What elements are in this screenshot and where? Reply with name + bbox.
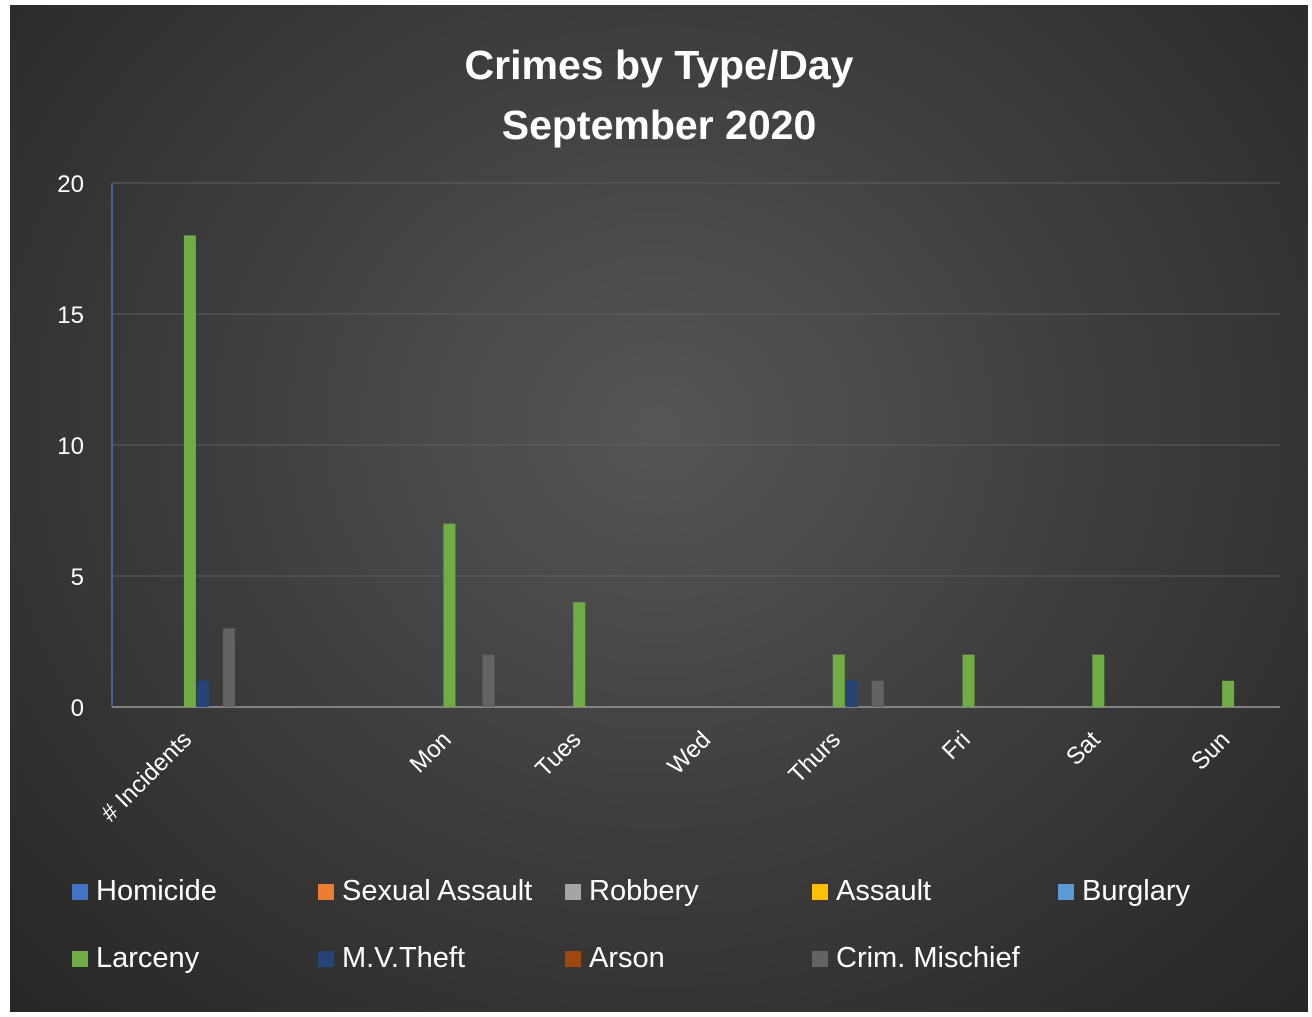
bar-larceny-2 bbox=[443, 523, 456, 707]
bar-m-v-theft-5 bbox=[845, 680, 858, 707]
x-tick-label-8: Sun bbox=[1186, 726, 1235, 775]
bar-crim-mischief-5 bbox=[871, 680, 884, 707]
x-tick-label-7: Sat bbox=[1061, 726, 1106, 771]
bar-larceny-0 bbox=[183, 235, 196, 707]
plot-svg: 0 5 10 15 20 # Incidents Mon Tues Wed Thurs Fri Sat… bbox=[57, 171, 1280, 827]
chart-title: Crimes by Type/Day September 2020 bbox=[10, 35, 1308, 155]
bar-m-v-theft-0 bbox=[196, 680, 209, 707]
bar-larceny-5 bbox=[832, 654, 845, 707]
chart-title-line-2: September 2020 bbox=[501, 102, 817, 148]
x-tick-label-5: Thurs bbox=[784, 726, 846, 788]
chart-title-line-1: Crimes by Type/Day bbox=[464, 42, 854, 88]
y-tick-label-3: 15 bbox=[57, 302, 84, 329]
bar-larceny-3 bbox=[573, 602, 586, 707]
x-tick-label-6: Fri bbox=[937, 726, 976, 765]
bar-larceny-6 bbox=[962, 654, 975, 707]
y-tick-label-2: 10 bbox=[57, 433, 84, 460]
bar-larceny-7 bbox=[1092, 654, 1105, 707]
chart-area: Crimes by Type/Day September 2020 0 5 10 15… bbox=[10, 5, 1308, 1012]
y-tick-label-1: 5 bbox=[71, 564, 84, 591]
x-tick-label-2: Mon bbox=[405, 726, 457, 778]
bar-crim-mischief-0 bbox=[222, 628, 235, 707]
bar-larceny-8 bbox=[1222, 680, 1235, 707]
bar-crim-mischief-2 bbox=[482, 654, 495, 707]
x-tick-label-4: Wed bbox=[663, 726, 717, 780]
y-tick-label-0: 0 bbox=[71, 695, 84, 722]
x-tick-label-3: Tues bbox=[530, 726, 586, 782]
y-tick-label-4: 20 bbox=[57, 171, 84, 198]
x-tick-label-0: # Incidents bbox=[96, 726, 197, 827]
